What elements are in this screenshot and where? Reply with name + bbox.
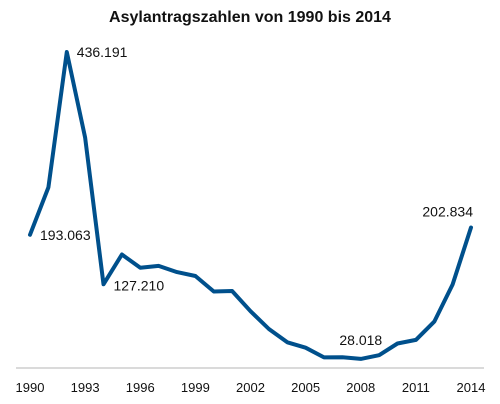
series-line bbox=[28, 50, 473, 361]
x-tick-label: 1999 bbox=[181, 380, 210, 395]
data-point bbox=[66, 51, 68, 53]
data-point bbox=[47, 186, 49, 188]
data-label: 436.191 bbox=[77, 44, 128, 60]
x-tick-label: 1996 bbox=[126, 380, 155, 395]
data-point bbox=[121, 254, 123, 255]
x-tick-label: 1990 bbox=[16, 380, 45, 395]
x-tick-label: 2011 bbox=[402, 380, 430, 395]
data-point bbox=[29, 234, 31, 236]
x-tick-label: 2002 bbox=[236, 380, 265, 395]
data-point bbox=[378, 354, 380, 356]
data-point bbox=[452, 284, 454, 285]
x-tick-label: 2005 bbox=[291, 380, 320, 395]
data-point bbox=[103, 283, 104, 285]
chart-title: Asylantragszahlen von 1990 bis 2014 bbox=[109, 9, 391, 26]
data-point bbox=[84, 136, 86, 138]
data-point bbox=[433, 321, 435, 323]
data-label: 127.210 bbox=[114, 277, 165, 293]
data-point bbox=[268, 328, 270, 330]
data-point bbox=[323, 356, 325, 358]
x-tick-label: 2008 bbox=[346, 380, 375, 395]
data-label: 193.063 bbox=[40, 227, 91, 243]
data-point bbox=[194, 275, 196, 277]
data-point bbox=[139, 267, 141, 269]
x-tick-label: 1993 bbox=[71, 380, 100, 395]
data-label: 202.834 bbox=[422, 204, 473, 220]
data-point bbox=[305, 347, 307, 349]
data-point bbox=[360, 358, 362, 360]
data-point bbox=[397, 343, 398, 344]
data-point bbox=[231, 290, 233, 292]
data-point bbox=[341, 356, 343, 358]
data-point bbox=[415, 339, 417, 341]
x-tick-label: 2014 bbox=[457, 380, 486, 395]
data-point bbox=[158, 265, 160, 267]
data-point bbox=[176, 271, 178, 273]
data-point bbox=[286, 341, 288, 343]
data-point bbox=[470, 227, 472, 228]
data-point bbox=[250, 310, 251, 312]
data-label: 28.018 bbox=[339, 332, 382, 348]
data-point bbox=[213, 291, 215, 292]
